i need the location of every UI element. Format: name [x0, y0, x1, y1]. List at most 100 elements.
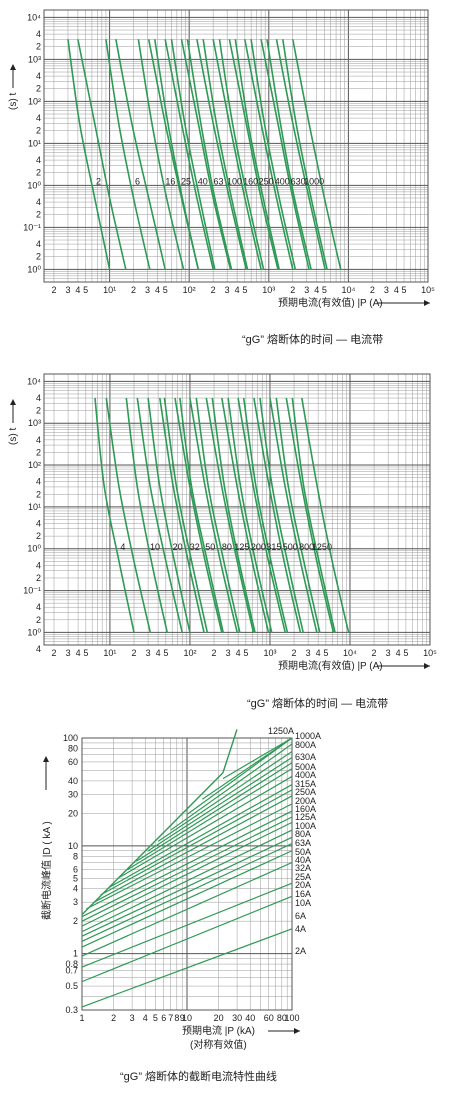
series-label: 6A	[295, 911, 306, 921]
x-tick-label: 3	[386, 648, 391, 658]
x-tick-label: 5	[403, 648, 408, 658]
y-tick-label: 60	[68, 757, 78, 767]
band-rating-label: 200	[251, 542, 266, 552]
band-min-curve	[218, 39, 265, 270]
band-max-curve	[285, 397, 335, 633]
band-max-curve	[253, 397, 302, 633]
band-max-curve	[77, 39, 127, 270]
cut-off-series-line	[81, 842, 293, 942]
x-tick-label: 3	[304, 285, 309, 295]
x-tick-label: 5	[163, 648, 168, 658]
x-tick-label: 2	[51, 285, 56, 295]
y-tick-label: 4	[36, 393, 41, 403]
band-min-curve	[291, 397, 336, 633]
y-tick-label: 10	[68, 841, 78, 851]
series-label: 80A	[295, 829, 311, 839]
y-tick-label: 10⁰	[27, 180, 41, 190]
x-tick-label: 2	[292, 648, 297, 658]
series-label: 315A	[295, 779, 316, 789]
y-tick-label: 20	[68, 808, 78, 818]
x-tick-label: 40	[245, 1013, 255, 1023]
plot-frame	[43, 9, 429, 283]
cut-off-current-chart: 1 2 3 4 5 6 7 8 910 20 30 40 60 801001008060403020108…	[40, 726, 321, 1051]
y-tick-label: 2	[36, 489, 41, 499]
y-tick-label: 2	[36, 573, 41, 583]
band-max-curve	[301, 397, 350, 633]
series-label: 16A	[295, 889, 311, 899]
series-label: 125A	[295, 812, 316, 822]
cut-off-series-line	[81, 861, 293, 957]
y-axis-title: (s) t	[8, 93, 19, 110]
y-tick-label: 4	[36, 197, 41, 207]
x-tick-label: 10¹	[103, 285, 116, 295]
band-max-curve	[260, 39, 310, 270]
y-tick-label: 10³	[28, 54, 41, 64]
y-tick-label: 0.8	[65, 959, 78, 969]
series-label: 200A	[295, 796, 316, 806]
cut-off-series-line	[81, 810, 293, 918]
plot-frame	[81, 737, 293, 1011]
cut-off-series-line	[81, 895, 293, 983]
y-tick-label: 40	[68, 776, 78, 786]
x-tick-label: 5	[153, 1013, 158, 1023]
x-tick-label: 10³	[263, 648, 276, 658]
x-tick-label: 3	[146, 648, 151, 658]
x-tick-label: 4	[76, 648, 81, 658]
y-tick-label: 2	[36, 210, 41, 220]
series-label: 100A	[295, 821, 316, 831]
cut-off-series-line	[147, 756, 293, 852]
y-tick-label: 4	[36, 239, 41, 249]
y-tick-label: 10²	[28, 460, 41, 470]
x-tick-label: 5	[243, 648, 248, 658]
band-rating-label: 2	[96, 176, 101, 186]
y-tick-label: 2	[36, 84, 41, 94]
x-tick-label: 2	[132, 648, 137, 658]
max-peak-envelope	[222, 729, 238, 773]
band-rating-label: 500	[283, 542, 298, 552]
band-min-curve	[259, 397, 304, 633]
x-tick-label: 1	[79, 1013, 84, 1023]
series-label: 63A	[295, 838, 311, 848]
max-peak-envelope	[81, 772, 224, 916]
series-label: 20A	[295, 880, 311, 890]
cut-off-series-line	[170, 743, 293, 831]
y-tick-label: 2	[36, 168, 41, 178]
band-min-curve	[266, 39, 312, 270]
y-tick-label: 4	[36, 602, 41, 612]
band-max-curve	[292, 39, 342, 270]
band-rating-label: 10	[150, 542, 160, 552]
cut-off-series-line	[81, 850, 293, 948]
series-label: 400A	[295, 770, 316, 780]
y-tick-label: 4	[73, 884, 78, 894]
x-axis-subtitle: (对称有效值)	[190, 1038, 247, 1051]
x-tick-label: 10⁴	[343, 648, 357, 658]
x-tick-label: 3	[384, 285, 389, 295]
chart-1-caption: “gG” 熔断体的时间 — 电流带	[242, 332, 383, 346]
series-label: 160A	[295, 804, 316, 814]
x-tick-label: 4	[396, 648, 401, 658]
band-max-curve	[159, 397, 205, 633]
x-tick-label: 5	[402, 285, 407, 295]
y-tick-label: 4	[36, 29, 41, 39]
x-tick-label: 2	[370, 285, 375, 295]
y-tick-label: 30	[68, 789, 78, 799]
y-tick-label: 10¹	[28, 502, 41, 512]
y-axis-arrowhead	[43, 756, 49, 762]
x-tick-label: 3	[145, 285, 150, 295]
y-tick-label: 10⁰	[27, 544, 41, 554]
x-tick-label: 4	[156, 648, 161, 658]
cut-off-series-line	[81, 829, 293, 933]
band-min-curve	[105, 39, 151, 270]
x-tick-label: 80	[277, 1013, 287, 1023]
y-tick-label: 8	[73, 851, 78, 861]
x-tick-label: 10²	[183, 285, 196, 295]
cut-off-series-line	[93, 795, 293, 903]
band-rating-label: 630	[291, 176, 306, 186]
x-tick-label: 4	[316, 648, 321, 658]
x-tick-label: 2	[212, 648, 217, 658]
x-tick-label: 4	[236, 648, 241, 658]
series-label: 32A	[295, 863, 311, 873]
band-max-curve	[115, 39, 166, 270]
y-tick-label: 10⁻¹	[23, 586, 41, 596]
